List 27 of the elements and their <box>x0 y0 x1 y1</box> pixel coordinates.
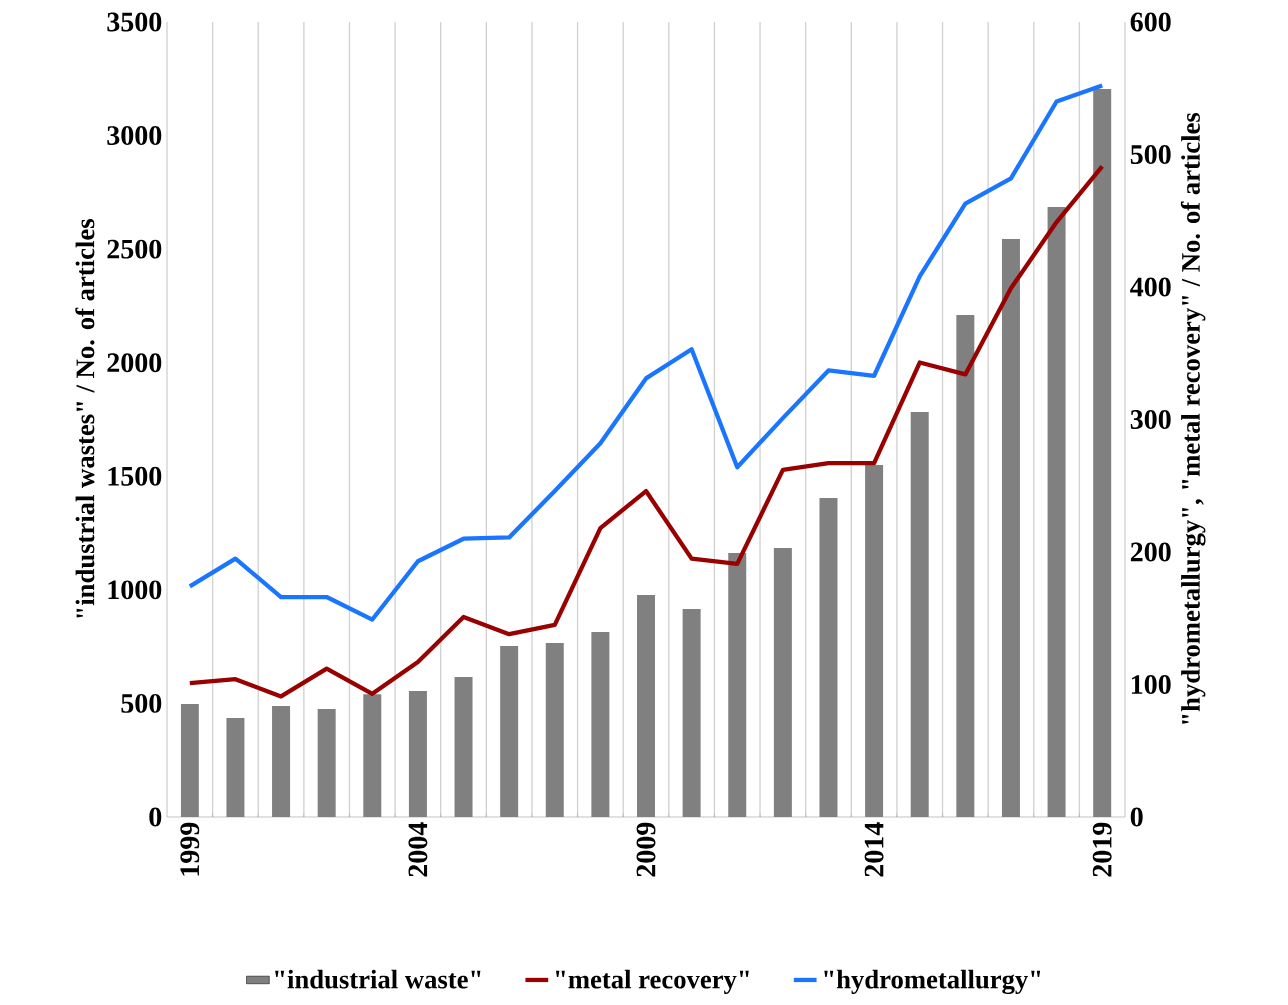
y2-tick-label: 200 <box>1130 542 1171 562</box>
x-tick-label: 1999 <box>180 822 200 876</box>
line-series <box>187 83 1105 622</box>
y-tick-label: 0 <box>149 807 162 827</box>
y-axis-title: "industrial wastes" / No. of articles <box>75 219 95 618</box>
legend-label: "industrial waste" <box>275 969 481 989</box>
y2-tick-label: 500 <box>1130 145 1171 164</box>
y2-tick-label: 400 <box>1130 277 1171 297</box>
x-tick-label: 2004 <box>408 822 428 877</box>
y-tick-label: 3500 <box>107 12 162 32</box>
x-tick-label: 2019 <box>1092 822 1112 877</box>
y-tick-label: 2000 <box>107 353 162 373</box>
y2-tick-label: 100 <box>1131 675 1171 694</box>
y2-axis-title: "hydrometallurgy", "metal recovery" / No. of articles <box>1180 112 1206 724</box>
y-tick-label: 1500 <box>108 466 162 486</box>
x-tick-label: 2014 <box>864 822 884 877</box>
y2-tick-label: 300 <box>1130 410 1171 429</box>
legend-label: "metal recovery" <box>555 969 749 994</box>
y-tick-label: 500 <box>121 693 162 713</box>
y-tick-label: 3000 <box>107 126 162 145</box>
y-tick-label: 2500 <box>107 239 162 259</box>
y2-tick-label: 600 <box>1130 12 1171 32</box>
x-tick-label: 2009 <box>636 822 656 877</box>
line-series <box>187 164 1105 699</box>
y-tick-label: 1000 <box>108 580 162 600</box>
y2-tick-label: 0 <box>1130 807 1143 827</box>
legend-label: "hydrometallurgy" <box>824 969 1041 995</box>
